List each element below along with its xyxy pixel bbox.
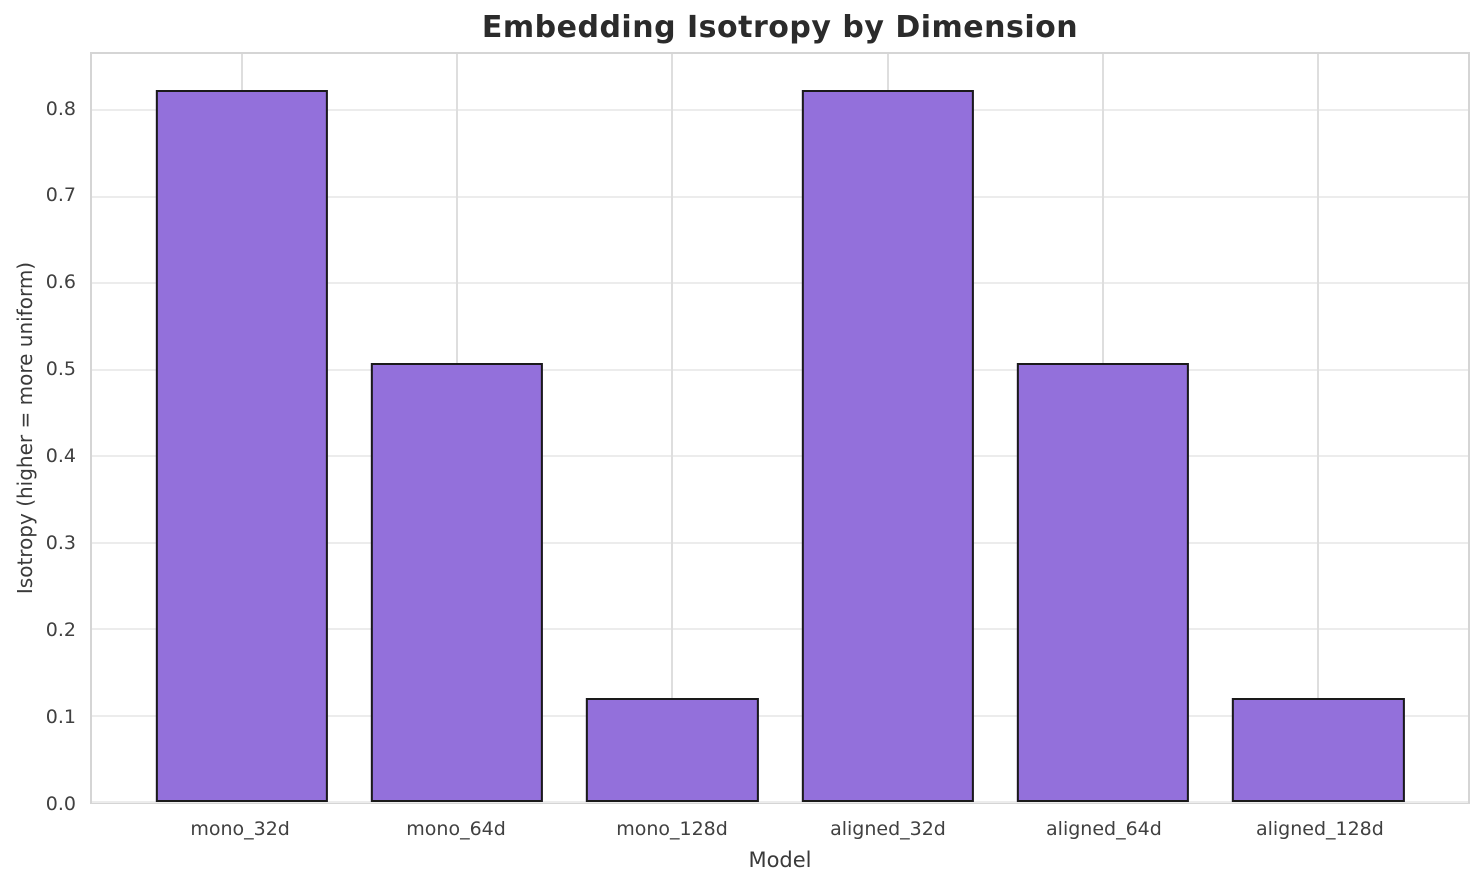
horizontal-gridline — [92, 455, 1468, 458]
x-tick-label: aligned_32d — [830, 818, 946, 840]
y-tick-label: 0.5 — [45, 358, 76, 381]
bar-mono_32d — [155, 90, 328, 802]
horizontal-gridline — [92, 801, 1468, 803]
vertical-gridline — [671, 54, 674, 802]
horizontal-gridline — [92, 541, 1468, 544]
horizontal-gridline — [92, 282, 1468, 285]
x-axis-label: Model — [748, 848, 812, 872]
y-tick-label: 0.0 — [45, 793, 76, 815]
horizontal-gridline — [92, 714, 1468, 717]
x-tick-label: aligned_128d — [1255, 818, 1384, 840]
bar-mono_128d — [586, 698, 759, 802]
bar-aligned_64d — [1016, 362, 1190, 802]
horizontal-gridline — [92, 195, 1468, 198]
x-tick-label: mono_64d — [406, 818, 506, 840]
chart-title: Embedding Isotropy by Dimension — [481, 10, 1079, 45]
y-tick-label: 0.4 — [45, 445, 76, 468]
y-tick-label: 0.8 — [45, 97, 76, 120]
bar-aligned_32d — [801, 90, 974, 802]
bar-aligned_128d — [1232, 698, 1405, 802]
y-tick-label: 0.6 — [45, 271, 76, 294]
y-tick-label: 0.7 — [45, 184, 76, 207]
x-tick-label: aligned_64d — [1046, 818, 1162, 840]
horizontal-gridline — [92, 628, 1468, 631]
vertical-gridline — [1317, 54, 1320, 802]
horizontal-gridline — [92, 368, 1468, 371]
x-tick-label: mono_128d — [616, 818, 728, 840]
y-tick-label: 0.2 — [45, 619, 76, 642]
bar-mono_64d — [370, 362, 544, 802]
y-tick-label: 0.3 — [45, 532, 76, 555]
plot-area — [90, 52, 1470, 804]
x-tick-label: mono_32d — [190, 818, 290, 840]
y-tick-label: 0.1 — [45, 706, 76, 729]
horizontal-gridline — [92, 109, 1468, 112]
